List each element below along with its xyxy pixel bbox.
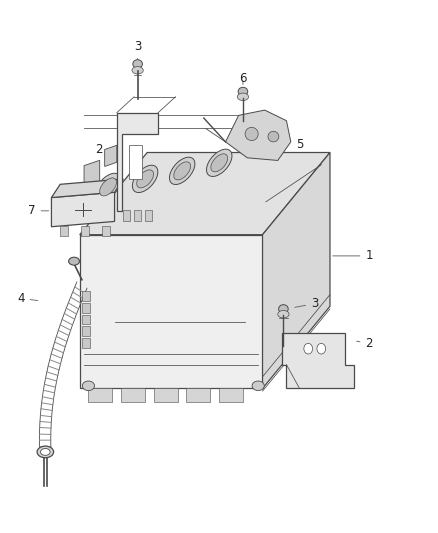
Ellipse shape — [206, 149, 232, 176]
Bar — [123, 210, 130, 221]
Ellipse shape — [304, 343, 313, 354]
Ellipse shape — [238, 87, 248, 96]
Ellipse shape — [245, 127, 258, 141]
Ellipse shape — [237, 93, 249, 101]
Ellipse shape — [133, 60, 142, 68]
Bar — [121, 389, 145, 402]
Bar — [82, 292, 90, 301]
Ellipse shape — [279, 305, 288, 313]
Bar — [154, 389, 178, 402]
Ellipse shape — [132, 67, 143, 74]
Ellipse shape — [132, 165, 158, 192]
Polygon shape — [80, 152, 330, 235]
Bar — [102, 225, 110, 236]
Ellipse shape — [137, 170, 154, 188]
Ellipse shape — [37, 446, 53, 458]
Ellipse shape — [95, 173, 121, 200]
Ellipse shape — [317, 343, 325, 354]
Ellipse shape — [252, 381, 264, 391]
Bar — [88, 389, 113, 402]
Bar — [82, 303, 90, 313]
Text: 3: 3 — [295, 297, 318, 310]
Ellipse shape — [268, 131, 279, 142]
Ellipse shape — [211, 154, 228, 172]
Polygon shape — [51, 192, 115, 227]
Text: 1: 1 — [333, 249, 373, 262]
Bar — [82, 338, 90, 348]
Ellipse shape — [278, 311, 289, 318]
Polygon shape — [51, 179, 123, 198]
Text: 5: 5 — [286, 138, 303, 151]
Bar — [82, 326, 90, 336]
Bar — [82, 315, 90, 324]
Polygon shape — [282, 333, 354, 389]
Ellipse shape — [100, 178, 117, 196]
Bar — [219, 389, 243, 402]
Bar — [60, 225, 68, 236]
Bar — [129, 144, 142, 179]
Polygon shape — [84, 160, 100, 190]
Bar — [145, 210, 152, 221]
Ellipse shape — [170, 157, 195, 184]
Polygon shape — [117, 113, 158, 211]
Ellipse shape — [69, 257, 80, 265]
Text: 7: 7 — [28, 204, 49, 217]
Polygon shape — [262, 152, 330, 389]
Bar — [134, 210, 141, 221]
Text: 6: 6 — [239, 72, 247, 85]
Ellipse shape — [174, 162, 191, 180]
Polygon shape — [80, 235, 262, 389]
Text: 2: 2 — [95, 143, 114, 159]
Ellipse shape — [82, 381, 95, 391]
Polygon shape — [105, 146, 117, 166]
Ellipse shape — [41, 448, 50, 455]
Text: 4: 4 — [17, 292, 38, 305]
Bar — [186, 389, 210, 402]
Text: 2: 2 — [357, 337, 373, 350]
Bar — [81, 225, 89, 236]
Polygon shape — [226, 110, 291, 160]
Text: 3: 3 — [134, 40, 141, 61]
